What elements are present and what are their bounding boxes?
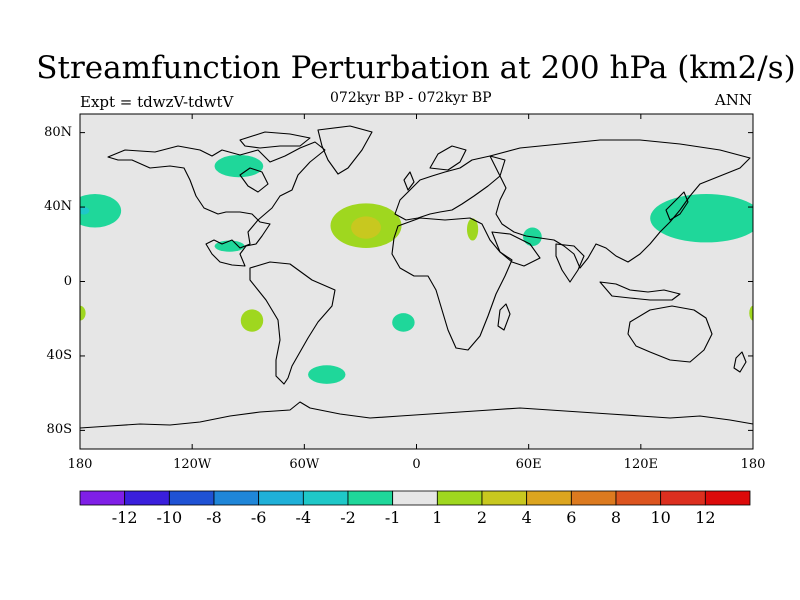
colorbar-label: 8 <box>610 508 622 527</box>
anomaly-south-atlantic-low-south <box>308 365 346 384</box>
anomaly-pacific-east-edge-high <box>749 305 753 321</box>
coast-hudson-bay <box>239 167 269 193</box>
anomaly-mexico-low <box>214 240 245 252</box>
lat-label: 80S <box>46 422 72 438</box>
colorbar-label: 12 <box>695 508 716 527</box>
anomaly-north-pacific-west-edge <box>80 194 122 228</box>
anomaly-south-atlantic-low <box>392 313 415 332</box>
coast-new-zealand <box>733 351 747 373</box>
axis-ticks <box>79 114 754 449</box>
coast-arabia <box>491 231 541 267</box>
colorbar-label: -2 <box>340 508 356 527</box>
colorbar-label: 6 <box>566 508 577 527</box>
colorbar-label: -10 <box>156 508 183 527</box>
lon-label: 60W <box>289 457 320 472</box>
lon-label: 60E <box>515 457 542 472</box>
colorbar-label: -8 <box>206 508 222 527</box>
coast-asia <box>489 139 751 269</box>
colorbar-box <box>615 490 662 506</box>
coast-madagascar <box>497 303 511 331</box>
lat-label: 40N <box>44 199 72 215</box>
colorbar-box <box>168 490 215 506</box>
colorbar-box <box>526 490 572 506</box>
colorbar-box <box>570 490 617 506</box>
colorbar <box>79 490 751 506</box>
season-label: ANN <box>714 91 752 109</box>
anomaly-south-pacific-east-high <box>240 309 264 332</box>
lat-label: 40S <box>46 347 72 363</box>
colorbar-label: -1 <box>384 508 401 527</box>
lon-label: 120W <box>173 457 212 472</box>
anomaly-layer <box>80 154 753 384</box>
coast-greenland <box>317 125 373 175</box>
page-title: Streamfunction Perturbation at 200 hPa (… <box>36 50 796 86</box>
colorbar-box <box>704 490 751 506</box>
colorbar-label: -6 <box>250 508 267 527</box>
anomaly-pacific-west-edge-high <box>80 305 86 321</box>
colorbar-label: 1 <box>432 508 443 527</box>
coast-india <box>555 243 585 283</box>
colorbar-box <box>392 490 438 506</box>
colorbar-label: -4 <box>295 508 312 527</box>
subtitle: 072kyr BP - 072kyr BP <box>330 90 492 106</box>
lat-label: 80N <box>44 124 72 140</box>
anomaly-north-atlantic-high-core <box>351 216 381 239</box>
coast-indonesia <box>599 281 681 301</box>
coast-scandinavia <box>429 145 467 171</box>
colorbar-box <box>302 490 349 506</box>
colorbar-box <box>660 490 706 506</box>
coast-uk <box>403 171 415 191</box>
lon-label: 120E <box>623 457 658 472</box>
anomaly-north-pacific-west-edge-core <box>80 207 90 215</box>
colorbar-label: 4 <box>521 508 532 527</box>
coast-arctic-islands <box>239 131 311 149</box>
map-background <box>80 114 753 449</box>
coast-europe <box>394 155 506 221</box>
colorbar-box <box>213 490 260 506</box>
coast-north-america <box>107 141 326 267</box>
colorbar-label: -12 <box>111 508 138 527</box>
colorbar-box <box>436 490 483 506</box>
colorbar-box <box>481 490 528 506</box>
colorbar-box <box>347 490 394 506</box>
coast-south-america <box>249 261 336 385</box>
experiment-label: Expt = tdwzV-tdwtV <box>80 93 234 111</box>
anomaly-middle-east-high <box>466 218 479 241</box>
colorbar-label: 2 <box>476 508 488 527</box>
lon-label: 0 <box>412 457 421 472</box>
colorbar-box <box>124 490 170 506</box>
lon-label: 180 <box>67 457 93 472</box>
lat-label: 0 <box>63 273 72 289</box>
coast-japan <box>665 191 689 221</box>
anomaly-west-pacific-low <box>650 194 753 243</box>
coast-africa <box>391 217 513 351</box>
lon-label: 180 <box>740 457 766 472</box>
anomaly-nw-atlantic-canada <box>214 154 264 178</box>
colorbar-box <box>258 490 304 506</box>
colorbar-label: 10 <box>650 508 671 527</box>
coastlines <box>79 125 754 429</box>
coast-antarctica <box>79 401 754 429</box>
coast-australia <box>627 305 713 363</box>
colorbar-box <box>79 490 126 506</box>
